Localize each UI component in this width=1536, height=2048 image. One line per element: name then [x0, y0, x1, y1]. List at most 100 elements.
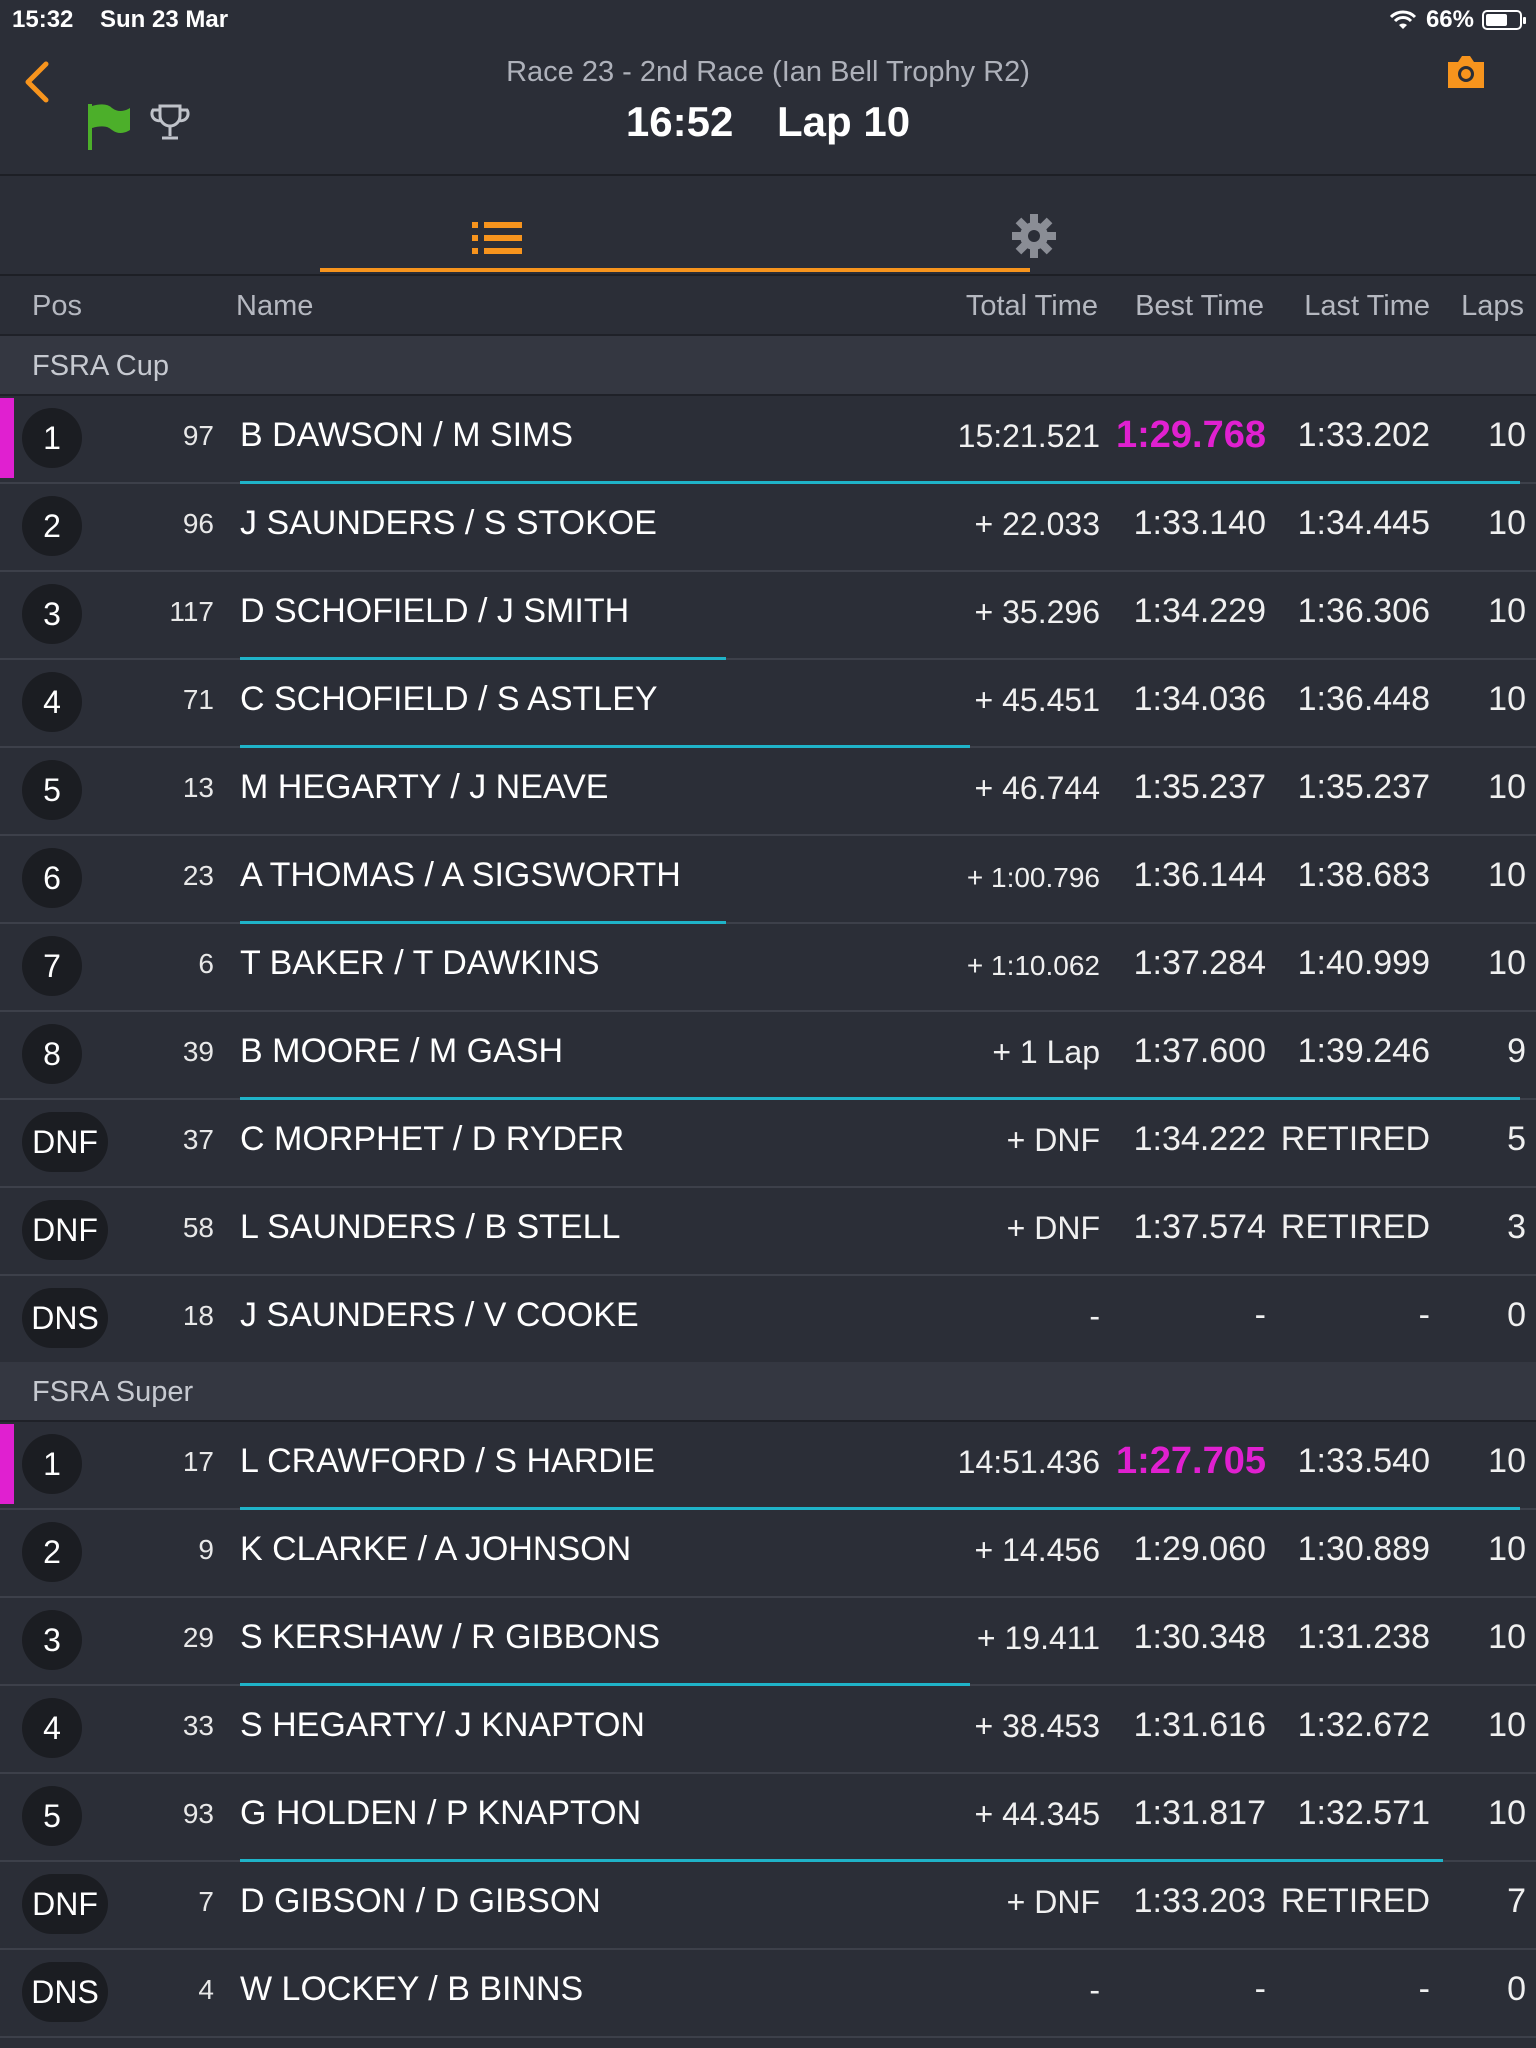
best-time: 1:31.616: [1133, 1706, 1266, 1744]
col-best-time[interactable]: Best Time: [1135, 290, 1264, 322]
table-row[interactable]: 1 17 L CRAWFORD / S HARDIE 14:51.436 1:27.70…: [0, 1420, 1536, 1510]
best-time: -: [1254, 1970, 1266, 2008]
camera-icon[interactable]: [1444, 52, 1488, 92]
race-title: Race 23 - 2nd Race (Ian Bell Trophy R2): [506, 56, 1030, 88]
position-badge: 7: [22, 936, 82, 996]
car-number: 37: [182, 1124, 214, 1155]
table-row[interactable]: 1 97 B DAWSON / M SIMS 15:21.521 1:29.768 1:3…: [0, 394, 1536, 484]
table-row[interactable]: 5 93 G HOLDEN / P KNAPTON + 44.345 1:31.817 1…: [0, 1772, 1536, 1862]
driver-names: L CRAWFORD / S HARDIE: [240, 1442, 655, 1480]
group-name: FSRA Cup: [32, 350, 169, 382]
driver-names: B MOORE / M GASH: [240, 1032, 564, 1070]
best-time: 1:29.060: [1133, 1530, 1266, 1568]
last-time: 1:32.672: [1297, 1706, 1430, 1744]
col-laps[interactable]: Laps: [1461, 290, 1524, 322]
table-row[interactable]: 6 23 A THOMAS / A SIGSWORTH + 1:00.796 1:36.…: [0, 834, 1536, 924]
laps-count: 10: [1488, 856, 1526, 894]
table-row[interactable]: DNF 37 C MORPHET / D RYDER + DNF 1:34.222 RET…: [0, 1098, 1536, 1188]
car-number: 96: [182, 508, 214, 539]
table-row[interactable]: 5 13 M HEGARTY / J NEAVE + 46.744 1:35.237 1:…: [0, 746, 1536, 836]
tab-bar: [0, 176, 1536, 276]
last-time: 1:30.889: [1297, 1530, 1430, 1568]
race-clock: 16:52: [625, 98, 734, 145]
col-total-time[interactable]: Total Time: [965, 290, 1098, 322]
table-row[interactable]: 3 29 S KERSHAW / R GIBBONS + 19.411 1:30.348…: [0, 1596, 1536, 1686]
driver-names: C SCHOFIELD / S ASTLEY: [240, 680, 658, 718]
total-time: + 14.456: [974, 1532, 1100, 1568]
position-badge: 1: [22, 408, 82, 468]
total-time: + 1:00.796: [966, 862, 1100, 893]
col-name[interactable]: Name: [236, 290, 314, 322]
best-time: 1:34.222: [1133, 1120, 1266, 1158]
battery-icon: [1482, 10, 1526, 30]
laps-count: 0: [1507, 1296, 1526, 1334]
lap-progress-bar: [240, 921, 726, 924]
best-time: 1:36.144: [1133, 856, 1266, 894]
car-number: 117: [169, 596, 214, 627]
active-tab-indicator: [320, 268, 1030, 272]
laps-count: 7: [1507, 1882, 1526, 1920]
total-time: 14:51.436: [957, 1444, 1100, 1480]
laps-count: 10: [1488, 1530, 1526, 1568]
position-badge: DNS: [22, 1288, 108, 1348]
table-row[interactable]: 4 33 S HEGARTY/ J KNAPTON + 38.453 1:31.616 1…: [0, 1684, 1536, 1774]
last-time: RETIRED: [1280, 1120, 1430, 1158]
best-time: 1:35.237: [1133, 768, 1266, 806]
last-time: 1:35.237: [1297, 768, 1430, 806]
car-number: 58: [182, 1212, 214, 1243]
car-number: 29: [182, 1622, 214, 1653]
best-time: 1:37.284: [1133, 944, 1266, 982]
total-time: + 38.453: [974, 1708, 1100, 1744]
last-time: 1:40.999: [1297, 944, 1430, 982]
car-number: 71: [182, 684, 214, 715]
last-time: RETIRED: [1280, 1882, 1430, 1920]
last-time: 1:36.306: [1297, 592, 1430, 630]
col-pos[interactable]: Pos: [32, 290, 82, 322]
laps-count: 10: [1488, 416, 1526, 454]
race-clock-lap: 16:52 Lap 10: [0, 98, 1536, 146]
driver-names: K CLARKE / A JOHNSON: [240, 1530, 632, 1568]
table-row[interactable]: DNF 7 D GIBSON / D GIBSON + DNF 1:33.203 RETI…: [0, 1860, 1536, 1950]
laps-count: 10: [1488, 1618, 1526, 1656]
position-badge: 2: [22, 496, 82, 556]
car-number: 93: [182, 1798, 214, 1829]
table-row[interactable]: 2 96 J SAUNDERS / S STOKOE + 22.033 1:33.140…: [0, 482, 1536, 572]
battery-percent: 66%: [1425, 6, 1474, 33]
table-row[interactable]: 7 6 T BAKER / T DAWKINS + 1:10.062 1:37.284 1…: [0, 922, 1536, 1012]
green-flag-icon: [88, 104, 130, 150]
table-row[interactable]: DNS 4 W LOCKEY / B BINNS - - - 0: [0, 1948, 1536, 2038]
last-time: 1:33.202: [1297, 416, 1430, 454]
group-header: FSRA Super: [0, 1362, 1536, 1422]
table-row[interactable]: DNS 18 J SAUNDERS / V COOKE - - - 0: [0, 1274, 1536, 1364]
position-badge: DNF: [22, 1874, 108, 1934]
position-badge: 8: [22, 1024, 82, 1084]
driver-names: W LOCKEY / B BINNS: [240, 1970, 584, 2008]
position-badge: 1: [22, 1434, 82, 1494]
status-right: 66%: [1388, 6, 1526, 34]
last-time: -: [1418, 1970, 1430, 2008]
column-headers: Pos Name Total Time Best Time Last Time …: [0, 276, 1536, 336]
table-row[interactable]: 3 117 D SCHOFIELD / J SMITH + 35.296 1:34.22…: [0, 570, 1536, 660]
race-header: Race 23 - 2nd Race (Ian Bell Trophy R2) …: [0, 40, 1536, 176]
table-row[interactable]: 8 39 B MOORE / M GASH + 1 Lap 1:37.600 1:39.2…: [0, 1010, 1536, 1100]
table-row[interactable]: 2 9 K CLARKE / A JOHNSON + 14.456 1:29.060 1:…: [0, 1508, 1536, 1598]
back-chevron-icon[interactable]: [22, 60, 52, 104]
table-row[interactable]: 4 71 C SCHOFIELD / S ASTLEY + 45.451 1:34.03…: [0, 658, 1536, 748]
col-last-time[interactable]: Last Time: [1304, 290, 1430, 322]
position-badge: 6: [22, 848, 82, 908]
driver-names: M HEGARTY / J NEAVE: [240, 768, 609, 806]
car-number: 9: [198, 1534, 214, 1565]
last-time: 1:39.246: [1297, 1032, 1430, 1070]
best-time: 1:31.817: [1133, 1794, 1266, 1832]
list-icon[interactable]: [470, 218, 526, 258]
best-time: 1:34.229: [1133, 592, 1266, 630]
driver-names: B DAWSON / M SIMS: [240, 416, 574, 454]
laps-count: 5: [1507, 1120, 1526, 1158]
group-header: FSRA Cup: [0, 336, 1536, 396]
position-badge: DNF: [22, 1200, 108, 1260]
gear-icon[interactable]: [1010, 212, 1058, 260]
table-row[interactable]: DNF 58 L SAUNDERS / B STELL + DNF 1:37.574 RE…: [0, 1186, 1536, 1276]
trophy-icon[interactable]: [150, 102, 190, 144]
wifi-icon: [1389, 10, 1417, 29]
best-time: -: [1254, 1296, 1266, 1334]
